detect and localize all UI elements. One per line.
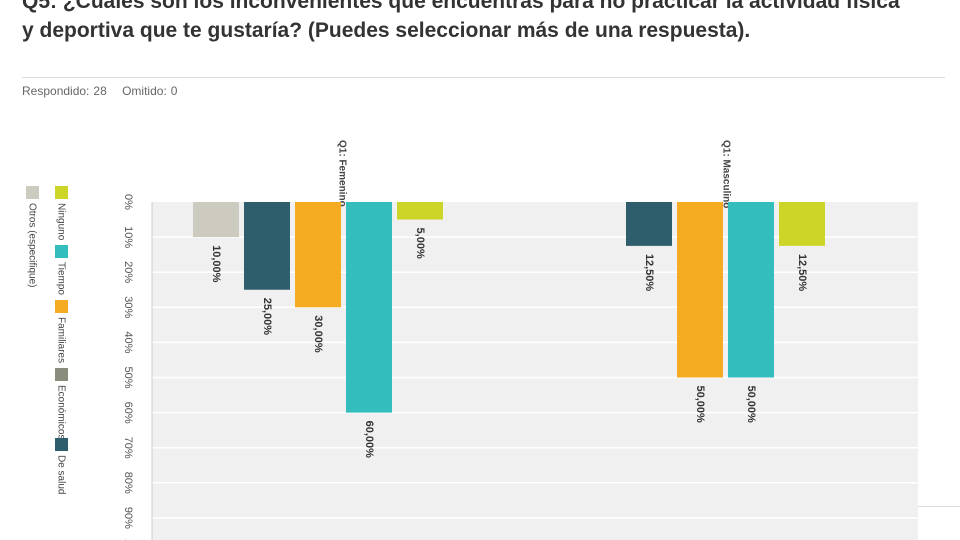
legend-label-economicos: Económicos [55, 385, 66, 439]
answered-count: 28 [93, 84, 107, 98]
answered-label: Respondido: [22, 84, 90, 98]
y-tick-label: 20% [122, 261, 134, 283]
footer-divider [918, 506, 960, 507]
legend-label-otros-especifique: Otros (especifique) [26, 203, 37, 287]
legend-swatch-ninguno [55, 186, 68, 199]
legend-label-familiares: Familiares [55, 317, 66, 363]
bar-familiares-2 [677, 202, 723, 378]
data-label: 50,00% [694, 386, 706, 424]
y-tick-label: 100% [122, 539, 134, 540]
legend-swatch-de-salud [55, 438, 68, 451]
legend-swatch-familiares [55, 300, 68, 313]
response-stats: Respondido: 28 Omitido: 0 [22, 84, 189, 98]
data-label: 10,00% [210, 245, 222, 283]
y-tick-label: 70% [122, 437, 134, 459]
y-tick-label: 0% [122, 194, 134, 210]
bar-familiares-1 [295, 202, 341, 308]
legend-label-tiempo: Tiempo [55, 262, 66, 295]
y-tick-label: 60% [122, 402, 134, 424]
y-tick-label: 80% [122, 472, 134, 494]
bar-tiempo-1 [346, 202, 392, 413]
y-tick-label: 90% [122, 507, 134, 529]
skipped-count: 0 [170, 84, 178, 98]
data-label: 25,00% [261, 298, 273, 336]
y-tick-label: 50% [122, 366, 134, 388]
bar-otros-especifique-1 [193, 202, 239, 238]
skipped-label: Omitido: [122, 84, 167, 98]
legend-label-de-salud: De salud [55, 455, 66, 494]
legend-swatch-economicos [55, 368, 68, 381]
legend-label-ninguno: Ninguno [55, 203, 66, 241]
y-tick-label: 30% [122, 296, 134, 318]
data-label: 12,50% [796, 254, 808, 292]
bar-de-salud-2 [626, 202, 672, 246]
data-label: 12,50% [643, 254, 655, 292]
data-label: 5,00% [414, 228, 426, 259]
data-label: 30,00% [312, 315, 324, 353]
title-divider [22, 77, 945, 78]
bar-ninguno-2 [779, 202, 825, 246]
data-label: 50,00% [745, 386, 757, 424]
bar-tiempo-2 [728, 202, 774, 378]
legend-swatch-tiempo [55, 245, 68, 258]
legend-swatch-otros-especifique [26, 186, 39, 199]
category-label-q1-masculino: Q1: Masculino [720, 140, 731, 208]
bar-de-salud-1 [244, 202, 290, 290]
data-label: 60,00% [363, 421, 375, 459]
category-label-q1-femenino: Q1: Femenino [336, 140, 347, 207]
question-title: Q5: ¿Cuáles son los inconvenientes que e… [22, 0, 900, 42]
y-tick-label: 40% [122, 331, 134, 353]
y-tick-label: 10% [122, 226, 134, 248]
bar-ninguno-1 [397, 202, 443, 220]
